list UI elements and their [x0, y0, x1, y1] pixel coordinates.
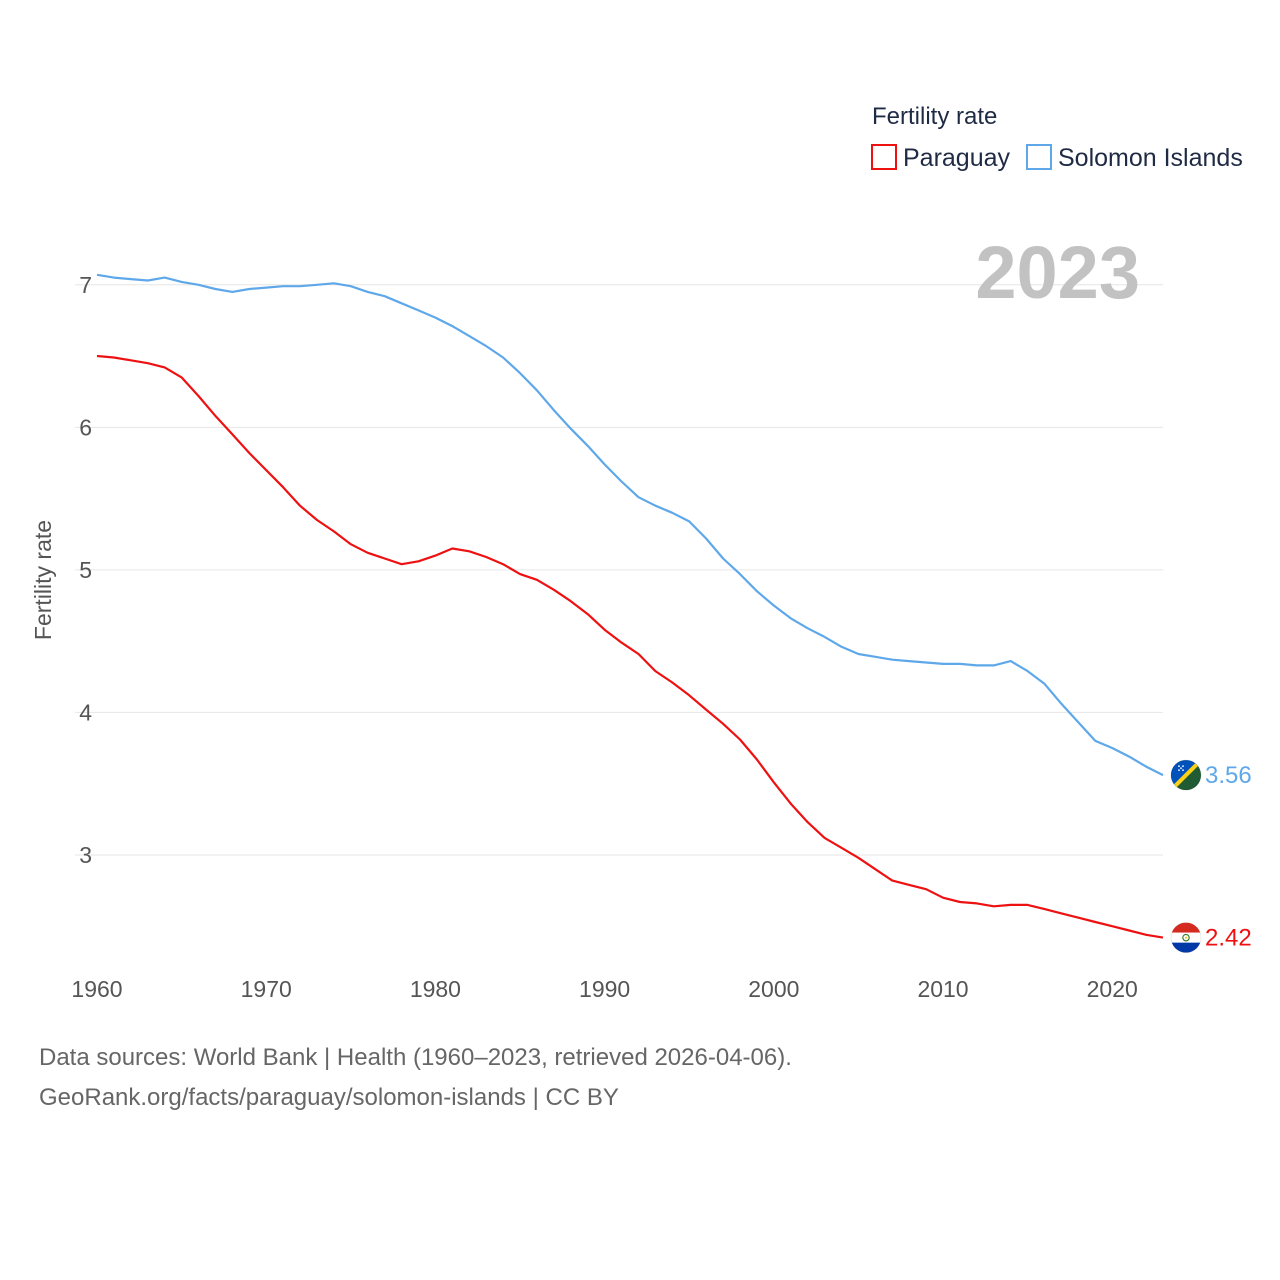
attribution-link[interactable]: GeoRank.org/facts/paraguay/solomon-islan… [39, 1084, 619, 1111]
x-tick-label: 1980 [410, 976, 461, 1002]
legend-label-solomon-islands[interactable]: Solomon Islands [1058, 144, 1243, 172]
legend: Fertility rate Paraguay Solomon Islands [871, 103, 1243, 172]
end-value-label: 3.56 [1205, 762, 1252, 789]
y-tick-label: 5 [79, 557, 92, 583]
y-axis-title: Fertility rate [30, 520, 56, 640]
year-label: 2023 [975, 231, 1140, 314]
y-tick-label: 7 [79, 272, 92, 298]
legend-title: Fertility rate [872, 103, 997, 130]
series-lines [96, 273, 1164, 939]
solomon-islands-flag-icon [1170, 759, 1202, 791]
x-tick-label: 1970 [241, 976, 292, 1002]
legend-swatch-paraguay[interactable] [871, 144, 897, 170]
x-axis: 1960 1970 1980 1990 2000 2010 2020 [71, 976, 1137, 1002]
source-note: Data sources: World Bank | Health (1960–… [39, 1044, 792, 1071]
x-tick-label: 1960 [71, 976, 122, 1002]
y-tick-label: 3 [79, 842, 92, 868]
end-value-label: 2.42 [1205, 925, 1252, 952]
legend-label-paraguay[interactable]: Paraguay [903, 144, 1011, 172]
end-markers: 2.42 3.56 [1170, 759, 1252, 954]
y-tick-label: 4 [79, 699, 92, 725]
x-tick-label: 2020 [1087, 976, 1138, 1002]
series-line-paraguay[interactable] [96, 354, 1164, 939]
x-tick-label: 2010 [917, 976, 968, 1002]
series-line-solomon-islands[interactable] [96, 273, 1164, 777]
gridlines [75, 284, 1163, 856]
legend-swatch-solomon-islands[interactable] [1026, 144, 1052, 170]
x-tick-label: 2000 [748, 976, 799, 1002]
x-tick-label: 1990 [579, 976, 630, 1002]
y-tick-label: 6 [79, 414, 92, 440]
y-axis: 3 4 5 6 7 [79, 272, 92, 868]
paraguay-flag-icon [1170, 922, 1202, 954]
